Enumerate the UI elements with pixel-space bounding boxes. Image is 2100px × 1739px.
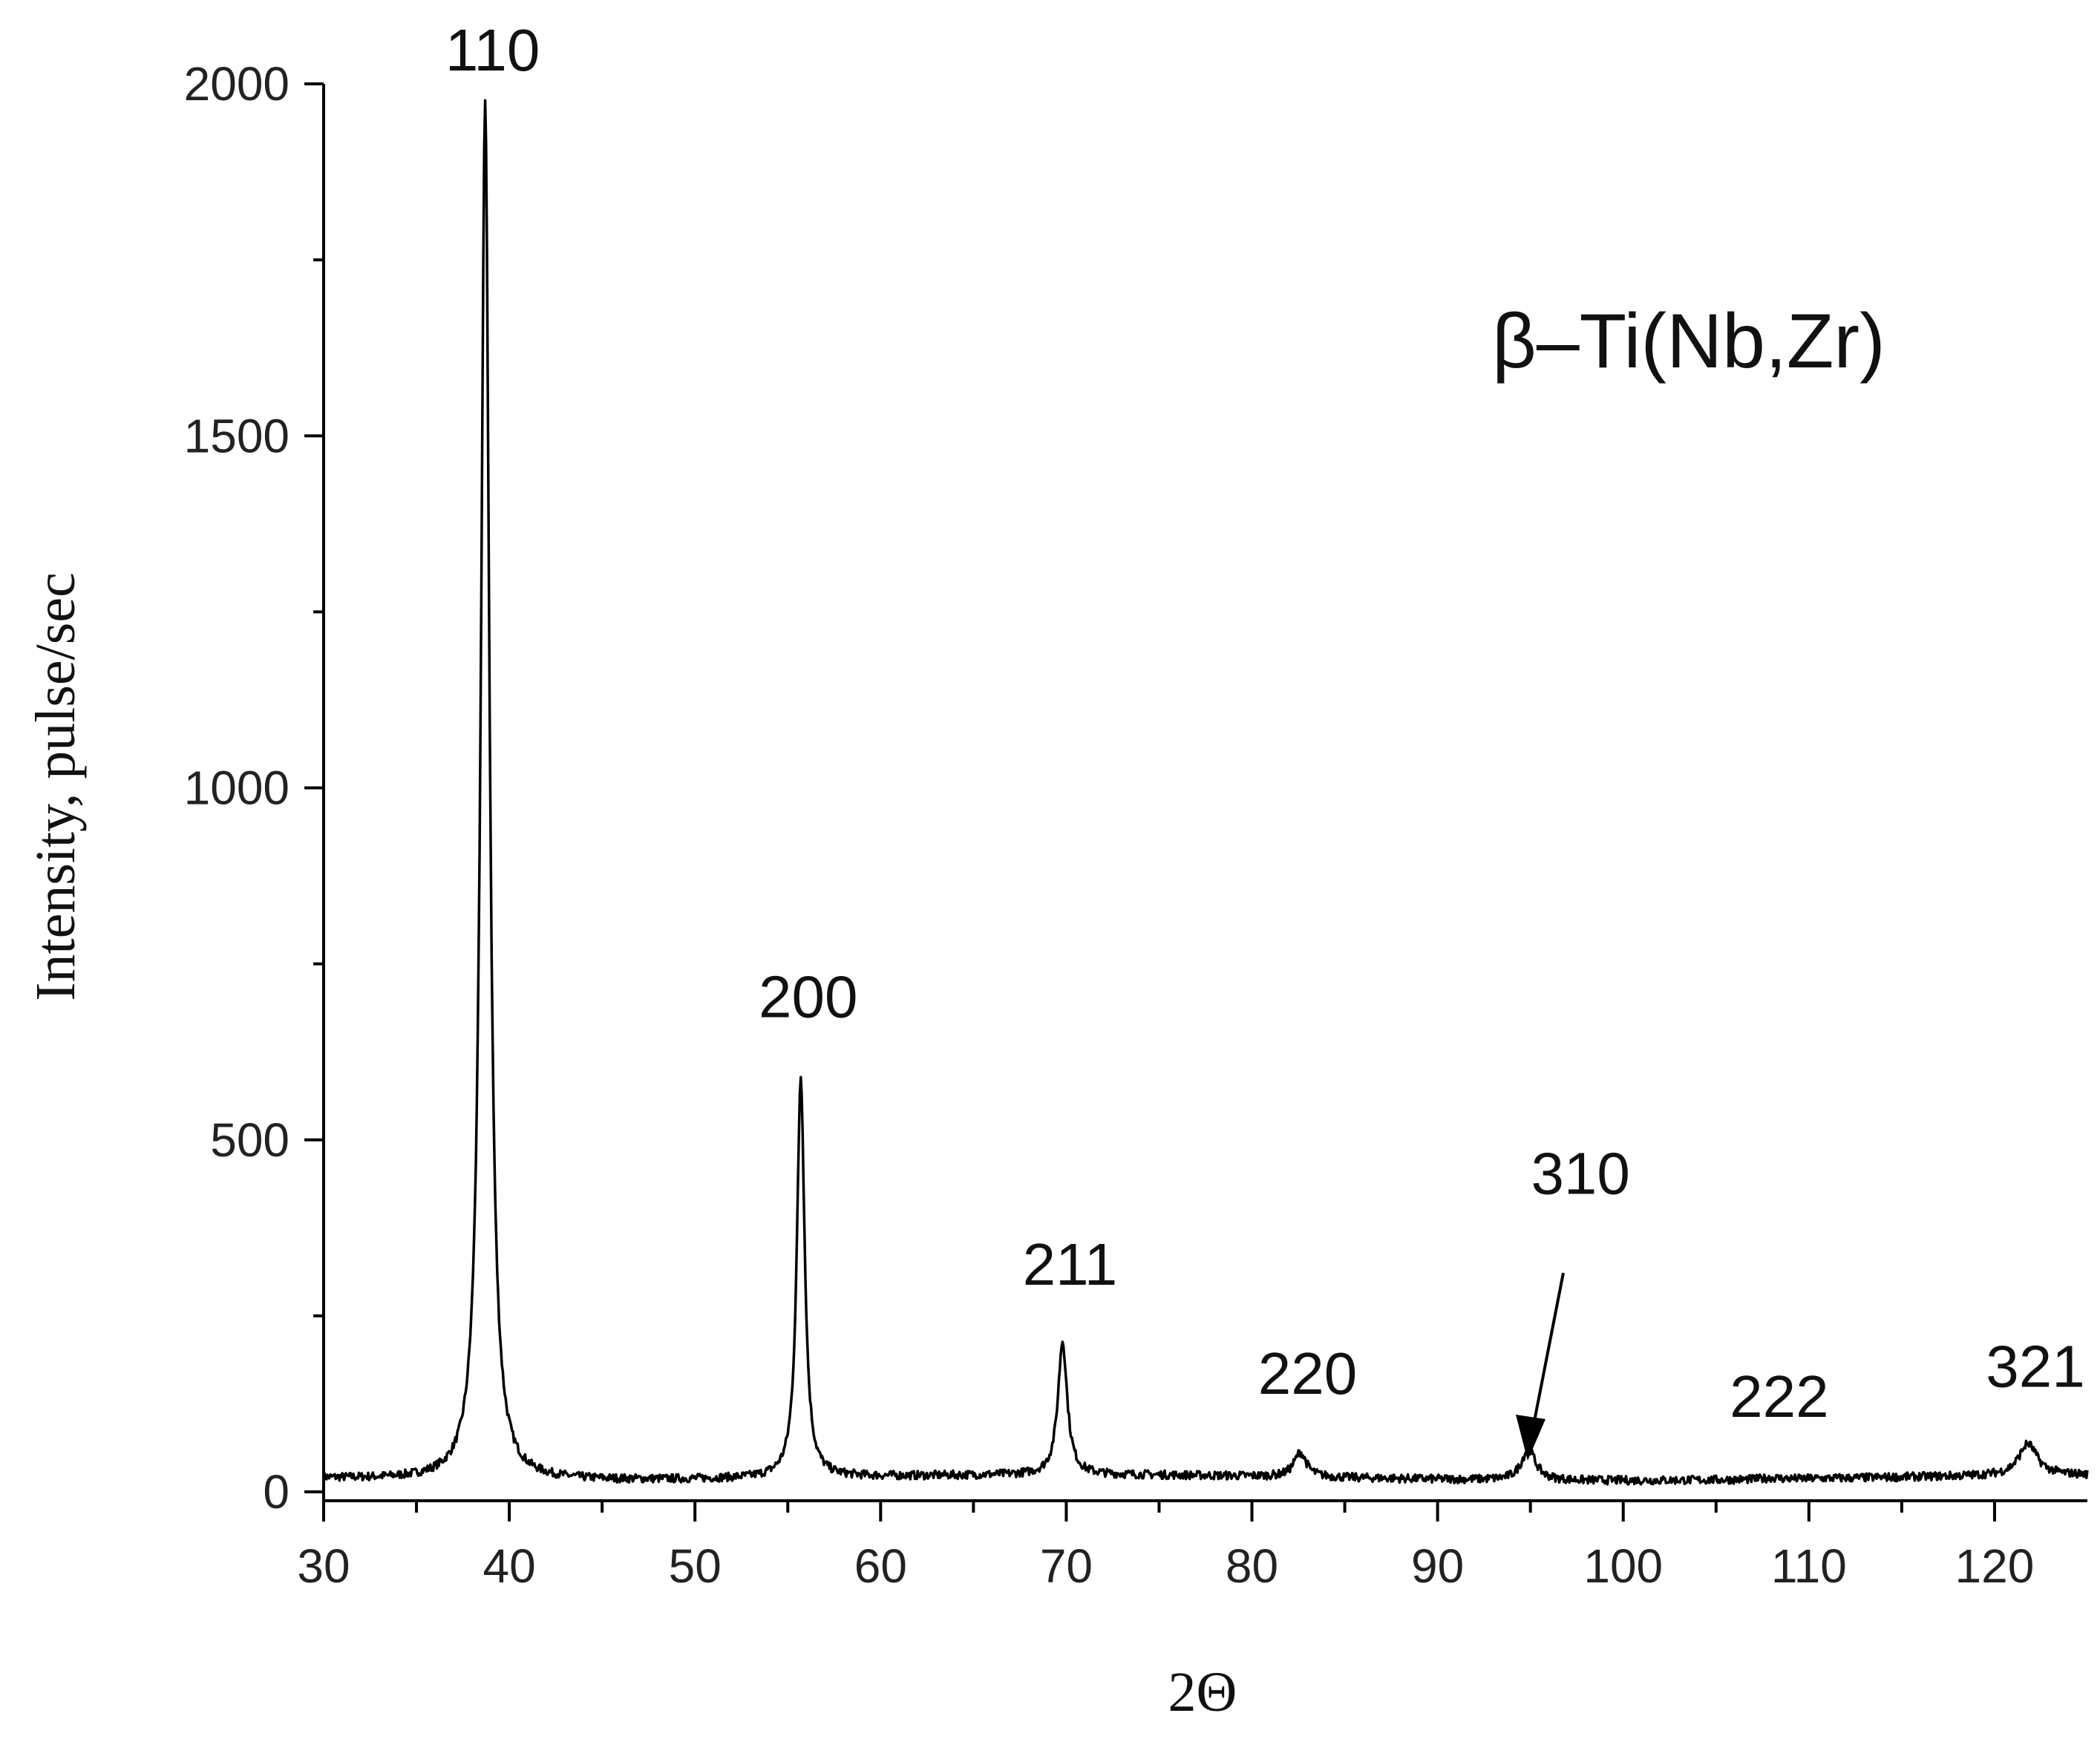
- y-axis-title: Intensity, pulse/sec: [24, 572, 87, 1001]
- peak-label-321: 321: [1986, 1333, 2084, 1399]
- peak-310-arrow: [1530, 1272, 1565, 1437]
- x-ticks: 30 40 50 60 70 80 90 100 110 120: [297, 1501, 2034, 1593]
- peak-label-211: 211: [1023, 1231, 1118, 1297]
- x-tick-label: 120: [1955, 1539, 2035, 1593]
- diffraction-line: [322, 99, 2089, 1486]
- peak-label-200: 200: [759, 963, 857, 1029]
- x-axis-title: 2Θ: [1168, 1661, 1237, 1723]
- y-tick-label: 1000: [184, 762, 290, 815]
- y-ticks: 0 500 1000 1500 2000: [184, 57, 324, 1519]
- peak-label-110: 110: [445, 17, 540, 83]
- peak-310-arrowhead: [1516, 1415, 1545, 1461]
- y-tick-label: 2000: [184, 57, 290, 111]
- peak-label-310: 310: [1531, 1140, 1629, 1206]
- peak-labels: 110 200 211 220 310 222 321: [445, 17, 2085, 1429]
- peak-label-222: 222: [1730, 1363, 1828, 1429]
- x-tick-label: 60: [854, 1539, 907, 1593]
- phase-annotation: β–Ti(Nb,Zr): [1492, 298, 1885, 384]
- axes: [322, 84, 2087, 1502]
- x-tick-label: 100: [1583, 1539, 1663, 1593]
- y-tick-label: 1500: [184, 409, 290, 462]
- x-tick-label: 30: [297, 1539, 350, 1593]
- x-tick-label: 90: [1411, 1539, 1464, 1593]
- x-tick-label: 80: [1226, 1539, 1278, 1593]
- x-tick-label: 70: [1040, 1539, 1093, 1593]
- x-tick-label: 50: [669, 1539, 722, 1593]
- y-tick-label: 500: [210, 1113, 290, 1167]
- peak-label-220: 220: [1258, 1340, 1357, 1406]
- y-tick-label: 0: [263, 1465, 290, 1519]
- x-tick-label: 40: [483, 1539, 536, 1593]
- x-tick-label: 110: [1771, 1539, 1847, 1593]
